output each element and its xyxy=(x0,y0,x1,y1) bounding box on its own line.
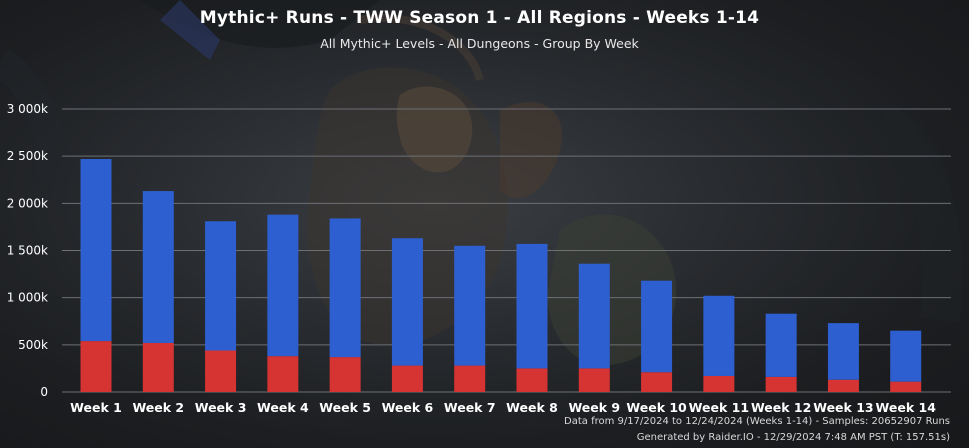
generated-by-note: Generated by Raider.IO - 12/29/2024 7:48… xyxy=(636,432,950,443)
bar-upper-segment xyxy=(329,218,361,358)
x-tick-label: Week 3 xyxy=(195,400,247,415)
bar-upper-segment xyxy=(391,238,423,366)
bars xyxy=(80,158,922,392)
y-tick-label: 0 xyxy=(40,385,48,399)
bar-upper-segment xyxy=(578,263,610,369)
x-tick-label: Week 10 xyxy=(626,400,687,415)
x-tick-label: Week 9 xyxy=(568,400,620,415)
bar-lower-segment xyxy=(703,375,735,392)
y-tick-label: 1 500k xyxy=(7,244,48,258)
bar-upper-segment xyxy=(454,245,486,366)
bar-upper-segment xyxy=(641,280,673,373)
data-range-note: Data from 9/17/2024 to 12/24/2024 (Weeks… xyxy=(564,416,950,427)
bar-upper-segment xyxy=(80,158,112,342)
bar-lower-segment xyxy=(142,342,174,392)
bar-lower-segment xyxy=(516,368,548,392)
x-tick-label: Week 7 xyxy=(444,400,496,415)
x-tick-label: Week 11 xyxy=(689,400,749,415)
y-axis-tick-labels: 0 500k 1 000k 1 500k 2 000k 2 500k 3 000k xyxy=(7,102,48,399)
bar-lower-segment xyxy=(391,365,423,392)
bar-lower-segment xyxy=(578,368,610,392)
x-tick-label: Week 5 xyxy=(319,400,371,415)
bar-upper-segment xyxy=(267,214,299,357)
chart-subtitle: All Mythic+ Levels - All Dungeons - Grou… xyxy=(320,36,639,51)
bar-lower-segment xyxy=(890,381,922,392)
y-tick-label: 500k xyxy=(18,338,48,352)
y-tick-label: 3 000k xyxy=(7,102,48,116)
x-tick-label: Week 14 xyxy=(876,400,937,415)
bar-lower-segment xyxy=(329,357,361,392)
y-tick-label: 2 500k xyxy=(7,149,48,163)
y-tick-label: 1 000k xyxy=(7,291,48,305)
bar-lower-segment xyxy=(827,379,859,392)
bar-lower-segment xyxy=(765,376,797,392)
bar-lower-segment xyxy=(454,365,486,392)
bar-lower-segment xyxy=(80,341,112,392)
x-axis-tick-labels: Week 1 Week 2 Week 3 Week 4 Week 5 Week 6 Week… xyxy=(70,400,936,415)
bar-lower-segment xyxy=(267,356,299,392)
x-tick-label: Week 12 xyxy=(751,400,811,415)
bar-lower-segment xyxy=(205,350,237,392)
bar-upper-segment xyxy=(890,330,922,382)
bar-lower-segment xyxy=(641,372,673,392)
bar-upper-segment xyxy=(765,313,797,377)
x-tick-label: Week 1 xyxy=(70,400,122,415)
bar-upper-segment xyxy=(827,323,859,380)
gridlines xyxy=(62,108,951,393)
bar-upper-segment xyxy=(516,243,548,369)
x-tick-label: Week 6 xyxy=(382,400,434,415)
bar-upper-segment xyxy=(205,221,237,351)
x-tick-label: Week 13 xyxy=(813,400,873,415)
bar-upper-segment xyxy=(703,295,735,376)
x-tick-label: Week 8 xyxy=(506,400,558,415)
bar-upper-segment xyxy=(142,191,174,343)
x-tick-label: Week 4 xyxy=(257,400,309,415)
chart-title: Mythic+ Runs - TWW Season 1 - All Region… xyxy=(199,8,760,28)
y-tick-label: 2 000k xyxy=(7,196,48,210)
x-tick-label: Week 2 xyxy=(132,400,184,415)
